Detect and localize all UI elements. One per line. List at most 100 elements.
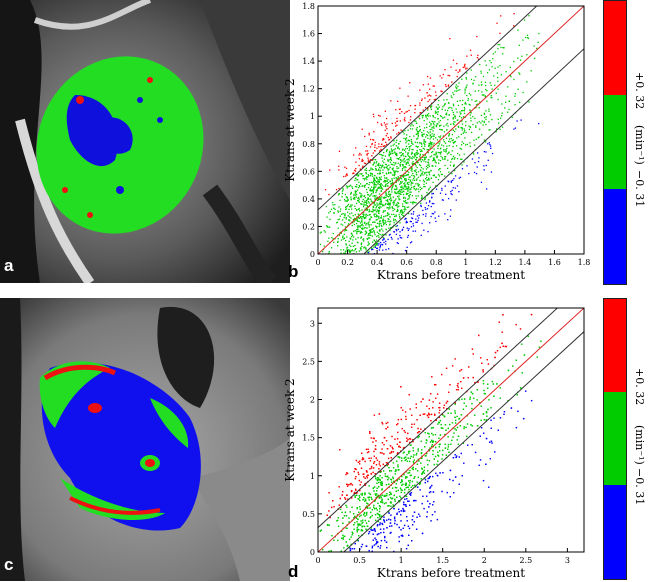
scatter-point	[405, 151, 406, 152]
scatter-point	[359, 516, 360, 517]
scatter-point	[408, 501, 409, 502]
scatter-point	[491, 62, 492, 63]
scatter-point	[391, 188, 392, 189]
scatter-point	[408, 230, 409, 231]
scatter-point	[331, 209, 332, 210]
scatter-point	[439, 407, 440, 408]
scatter-point	[376, 162, 377, 163]
scatter-point	[452, 146, 453, 147]
scatter-point	[354, 206, 355, 207]
scatter-point	[405, 456, 406, 457]
scatter-point	[374, 508, 375, 509]
scatter-point	[375, 493, 376, 494]
scatter-point	[412, 156, 413, 157]
scatter-point	[387, 475, 388, 476]
scatter-point	[439, 129, 440, 130]
scatter-point	[470, 120, 471, 121]
scatter-point	[376, 219, 377, 220]
scatter-point	[385, 220, 386, 221]
scatter-point	[491, 95, 492, 96]
scatter-point	[395, 216, 396, 217]
scatter-point	[415, 146, 416, 147]
scatter-point	[499, 44, 500, 45]
scatter-point	[413, 178, 414, 179]
scatter-point	[358, 154, 359, 155]
scatter-point	[417, 147, 418, 148]
scatter-point	[430, 486, 431, 487]
scatter-point	[414, 459, 415, 460]
scatter-point	[469, 142, 470, 143]
scatter-point	[490, 148, 491, 149]
scatter-point	[421, 478, 422, 479]
scatter-point	[431, 109, 432, 110]
scatter-point	[539, 346, 540, 347]
scatter-point	[430, 146, 431, 147]
scatter-point	[385, 184, 386, 185]
scatter-point	[367, 205, 368, 206]
scatter-point	[388, 208, 389, 209]
scatter-point	[457, 383, 458, 384]
scatter-point	[367, 477, 368, 478]
scatter-point	[447, 110, 448, 111]
scatter-point	[481, 115, 482, 116]
scatter-point	[380, 206, 381, 207]
scatter-point	[432, 434, 433, 435]
scatter-point	[346, 528, 347, 529]
scatter-point	[425, 455, 426, 456]
scatter-point	[368, 493, 369, 494]
scatter-point	[403, 509, 404, 510]
scatter-point	[500, 118, 501, 119]
scatter-point	[415, 183, 416, 184]
scatter-point	[400, 520, 401, 521]
scatter-point	[528, 336, 529, 337]
scatter-point	[427, 511, 428, 512]
scatter-point	[484, 114, 485, 115]
scatter-point	[393, 467, 394, 468]
scatter-point	[416, 157, 417, 158]
scatter-point	[359, 199, 360, 200]
scatter-point	[428, 189, 429, 190]
scatter-point	[405, 477, 406, 478]
scatter-point	[453, 187, 454, 188]
scatter-point	[415, 165, 416, 166]
scatter-point	[401, 191, 402, 192]
scatter-point	[397, 121, 398, 122]
scatter-point	[389, 221, 390, 222]
scatter-point	[377, 477, 378, 478]
scatter-point	[534, 45, 535, 46]
scatter-point	[433, 213, 434, 214]
scatter-point	[397, 202, 398, 203]
scatter-point	[523, 92, 524, 93]
scatter-point	[470, 118, 471, 119]
scatter-point	[408, 155, 409, 156]
scatter-point	[374, 234, 375, 235]
scatter-point	[352, 235, 353, 236]
scatter-point	[346, 515, 347, 516]
scatter-point	[502, 53, 503, 54]
scatter-point	[437, 148, 438, 149]
scatter-point	[392, 476, 393, 477]
scatter-point	[384, 521, 385, 522]
scatter-point	[370, 139, 371, 140]
scatter-point	[379, 177, 380, 178]
scatter-point	[446, 99, 447, 100]
scatter-point	[376, 148, 377, 149]
scatter-point	[397, 464, 398, 465]
scatter-point	[483, 76, 484, 77]
scatter-point	[382, 239, 383, 240]
scatter-point	[403, 212, 404, 213]
scatter-point	[460, 159, 461, 160]
scatter-point	[473, 140, 474, 141]
scatter-point	[353, 194, 354, 195]
scatter-point	[421, 441, 422, 442]
scatter-point	[386, 484, 387, 485]
scatter-point	[378, 213, 379, 214]
scatter-point	[425, 161, 426, 162]
scatter-point	[420, 170, 421, 171]
scatter-point	[461, 117, 462, 118]
scatter-point	[393, 204, 394, 205]
scatter-point	[392, 504, 393, 505]
scatter-point	[437, 519, 438, 520]
scatter-point	[408, 182, 409, 183]
scatter-point	[398, 229, 399, 230]
